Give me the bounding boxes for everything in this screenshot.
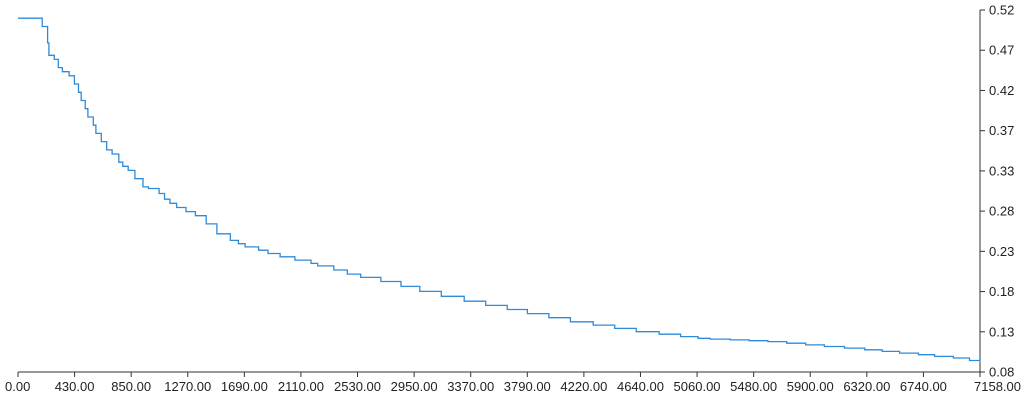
series-line-0 <box>18 17 981 363</box>
y-tick-label: 0.08 <box>989 365 1014 380</box>
x-tick-label: 3790.00 <box>504 379 551 394</box>
y-tick-label: 0.23 <box>989 244 1014 259</box>
x-tick-label: 5900.00 <box>787 379 834 394</box>
y-tick-label: 0.13 <box>989 324 1014 339</box>
y-axis: 0.52 0.47 0.42 0.37 0.33 0.28 0.23 0.18 0.13 0.08 <box>979 3 1014 380</box>
x-tick-label: 2950.00 <box>391 379 438 394</box>
x-tick-label: 4220.00 <box>560 379 607 394</box>
series-layer <box>18 17 981 363</box>
y-tick-label: 0.37 <box>989 123 1014 138</box>
y-tick-label: 0.42 <box>989 83 1014 98</box>
x-tick-label: 7158.00 <box>974 379 1021 394</box>
x-tick-label: 430.00 <box>55 379 95 394</box>
y-tick-label: 0.52 <box>989 3 1014 18</box>
x-tick-label: 1690.00 <box>221 379 268 394</box>
x-tick-label: 5480.00 <box>730 379 777 394</box>
x-tick-label: 1270.00 <box>164 379 211 394</box>
y-tick-label: 0.28 <box>989 204 1014 219</box>
y-tick-label: 0.47 <box>989 43 1014 58</box>
x-tick-label: 2530.00 <box>334 379 381 394</box>
y-tick-label: 0.33 <box>989 163 1014 178</box>
x-tick-label: 3370.00 <box>447 379 494 394</box>
x-tick-label: 4640.00 <box>617 379 664 394</box>
x-tick-label: 850.00 <box>111 379 151 394</box>
y-tick-label: 0.18 <box>989 284 1014 299</box>
x-tick-label: 0.00 <box>5 379 30 394</box>
x-axis: 0.00 430.00 850.00 1270.00 1690.00 2110.00 253… <box>5 371 1021 394</box>
x-tick-label: 5060.00 <box>674 379 721 394</box>
x-tick-label: 2110.00 <box>278 379 324 394</box>
x-tick-label: 6320.00 <box>843 379 890 394</box>
x-tick-label: 6740.00 <box>900 379 947 394</box>
